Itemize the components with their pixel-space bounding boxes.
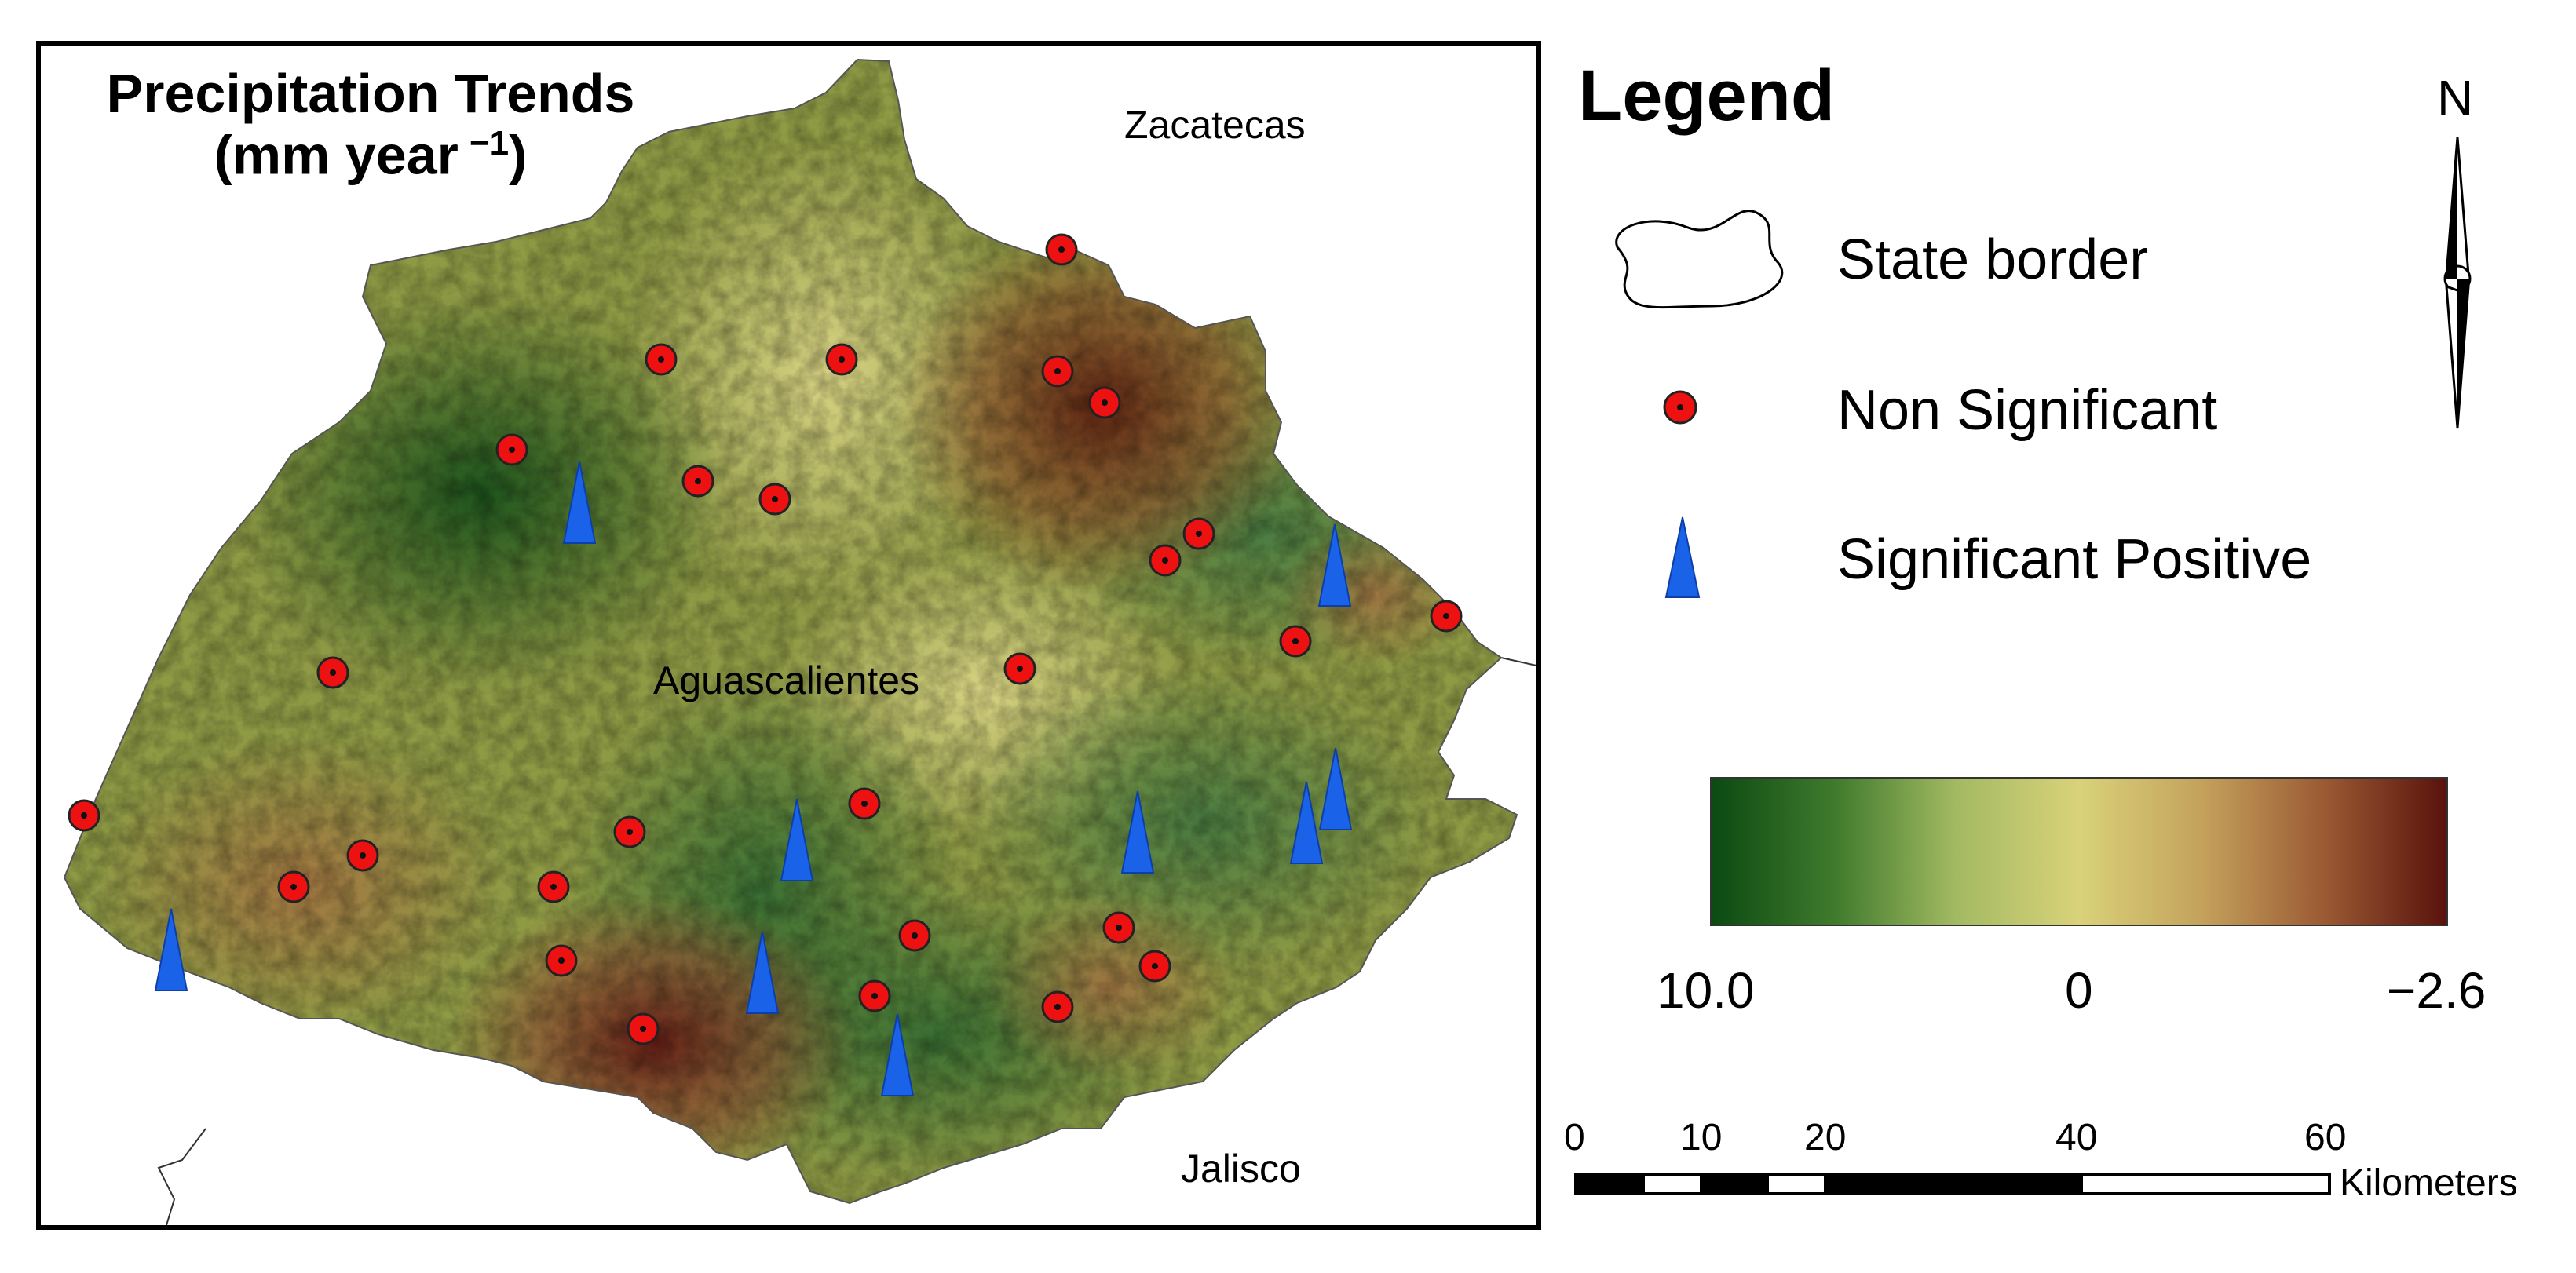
station-dot (290, 884, 297, 890)
scale-tick-60: 60 (2304, 1117, 2347, 1158)
station-dot (839, 356, 845, 363)
station-dot (658, 356, 664, 363)
map-canvas (64, 59, 1536, 1225)
station-dot (627, 829, 633, 835)
state-border-icon (1615, 210, 1784, 309)
station-significant-positive (1317, 523, 1352, 607)
map-frame: Precipitation Trends (mm year −1) Zacate… (36, 41, 1541, 1230)
significant-positive-icon (1664, 516, 1701, 598)
station-dot (1292, 638, 1299, 644)
neighbor-border-line (1500, 657, 1536, 666)
station-dot (772, 496, 778, 502)
station-significant-positive (562, 461, 597, 544)
legend-label-state-border: State border (1837, 228, 2149, 291)
station-dot (1102, 399, 1108, 406)
station-dot (871, 993, 878, 999)
scale-unit-label: Kilometers (2340, 1162, 2518, 1204)
station-significant-positive (745, 931, 780, 1014)
station-significant-positive (154, 908, 188, 991)
station-significant-positive (780, 798, 814, 881)
station-dot (1196, 531, 1202, 537)
color-ramp (1710, 777, 2448, 926)
station-significant-positive (1120, 790, 1155, 874)
north-arrow-icon (2443, 137, 2472, 429)
legend-label-non-significant: Non Significant (1837, 379, 2218, 442)
ramp-label-max: −2.6 (2387, 962, 2486, 1019)
station-dot (509, 447, 515, 453)
ramp-label-mid: 0 (2065, 962, 2093, 1019)
station-dot (1116, 925, 1122, 931)
legend-heading: Legend (1578, 56, 1836, 136)
scale-tick-40: 40 (2055, 1117, 2098, 1158)
map-title: Precipitation Trends (mm year −1) (57, 63, 685, 186)
label-aguascalientes: Aguascalientes (653, 658, 920, 702)
station-dot (1443, 613, 1449, 619)
station-dot (695, 478, 701, 484)
legend-label-significant-positive: Significant Positive (1837, 528, 2312, 591)
map-title-line1: Precipitation Trends (106, 63, 635, 124)
station-dot (640, 1026, 646, 1032)
neighbor-border-line (157, 1128, 206, 1225)
label-zacatecas: Zacatecas (1124, 103, 1306, 147)
map-title-line2: (mm year −1) (214, 124, 528, 186)
ramp-label-min: 10.0 (1657, 962, 1755, 1019)
non-significant-icon (1663, 390, 1697, 425)
station-dot (550, 884, 557, 890)
station-dot (558, 957, 565, 964)
station-dot (330, 669, 336, 676)
station-dot (1017, 666, 1023, 672)
station-dot (1054, 368, 1061, 374)
precipitation-trend-raster (64, 60, 1517, 1203)
label-jalisco: Jalisco (1181, 1147, 1301, 1191)
station-significant-positive (1289, 781, 1324, 864)
station-significant-positive (880, 1013, 915, 1096)
station-markers (68, 233, 1463, 1096)
station-dot (81, 812, 87, 819)
scale-tick-20: 20 (1804, 1117, 1847, 1158)
station-dot (1152, 963, 1158, 969)
station-dot (360, 852, 366, 859)
station-dot (912, 932, 918, 939)
station-dot (1054, 1004, 1061, 1010)
scale-tick-0: 0 (1564, 1117, 1585, 1158)
station-dot (1058, 246, 1065, 253)
station-significant-positive (1318, 747, 1353, 830)
north-letter: N (2437, 70, 2474, 126)
scale-tick-10: 10 (1680, 1117, 1723, 1158)
station-dot (1162, 557, 1168, 564)
scale-bar (1574, 1173, 2331, 1195)
station-dot (861, 801, 868, 807)
